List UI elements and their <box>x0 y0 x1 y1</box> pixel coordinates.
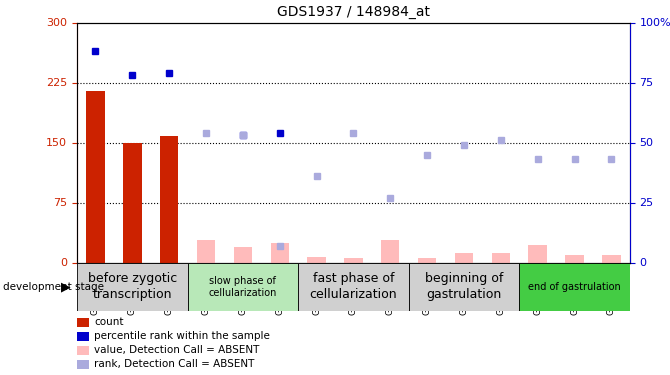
Bar <box>602 255 620 262</box>
Text: value, Detection Call = ABSENT: value, Detection Call = ABSENT <box>94 345 260 355</box>
Bar <box>344 258 362 262</box>
Bar <box>455 253 473 262</box>
Bar <box>188 262 298 311</box>
Bar <box>418 258 436 262</box>
Bar <box>123 142 141 262</box>
Text: rank, Detection Call = ABSENT: rank, Detection Call = ABSENT <box>94 359 255 369</box>
Bar <box>77 346 88 355</box>
Bar <box>529 245 547 262</box>
Bar <box>77 360 88 369</box>
Bar <box>298 262 409 311</box>
Text: fast phase of
cellularization: fast phase of cellularization <box>310 272 397 302</box>
Bar <box>565 255 584 262</box>
Bar <box>308 257 326 262</box>
Text: ▶: ▶ <box>61 280 70 293</box>
Bar <box>381 240 399 262</box>
Bar <box>519 262 630 311</box>
Bar <box>77 262 188 311</box>
Bar <box>77 332 88 340</box>
Text: count: count <box>94 317 124 327</box>
Text: end of gastrulation: end of gastrulation <box>528 282 621 292</box>
Text: before zygotic
transcription: before zygotic transcription <box>88 272 177 302</box>
Bar <box>409 262 519 311</box>
Bar <box>234 246 252 262</box>
Bar <box>271 243 289 262</box>
Text: percentile rank within the sample: percentile rank within the sample <box>94 331 270 341</box>
Bar <box>197 240 215 262</box>
Bar <box>160 136 178 262</box>
Text: slow phase of
cellularization: slow phase of cellularization <box>208 276 277 298</box>
Text: development stage: development stage <box>3 282 105 292</box>
Bar <box>77 318 88 327</box>
Title: GDS1937 / 148984_at: GDS1937 / 148984_at <box>277 5 430 19</box>
Bar <box>86 90 105 262</box>
Text: beginning of
gastrulation: beginning of gastrulation <box>425 272 503 302</box>
Bar <box>492 253 510 262</box>
